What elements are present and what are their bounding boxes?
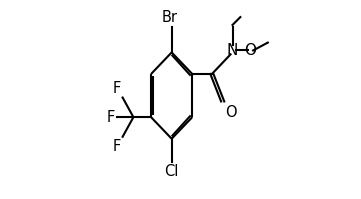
Text: N: N: [227, 43, 238, 58]
Text: Br: Br: [162, 10, 178, 25]
Text: O: O: [244, 43, 256, 58]
Text: F: F: [112, 139, 121, 154]
Text: F: F: [106, 110, 115, 125]
Text: F: F: [112, 81, 121, 96]
Text: Cl: Cl: [165, 164, 179, 179]
Text: O: O: [225, 105, 236, 120]
